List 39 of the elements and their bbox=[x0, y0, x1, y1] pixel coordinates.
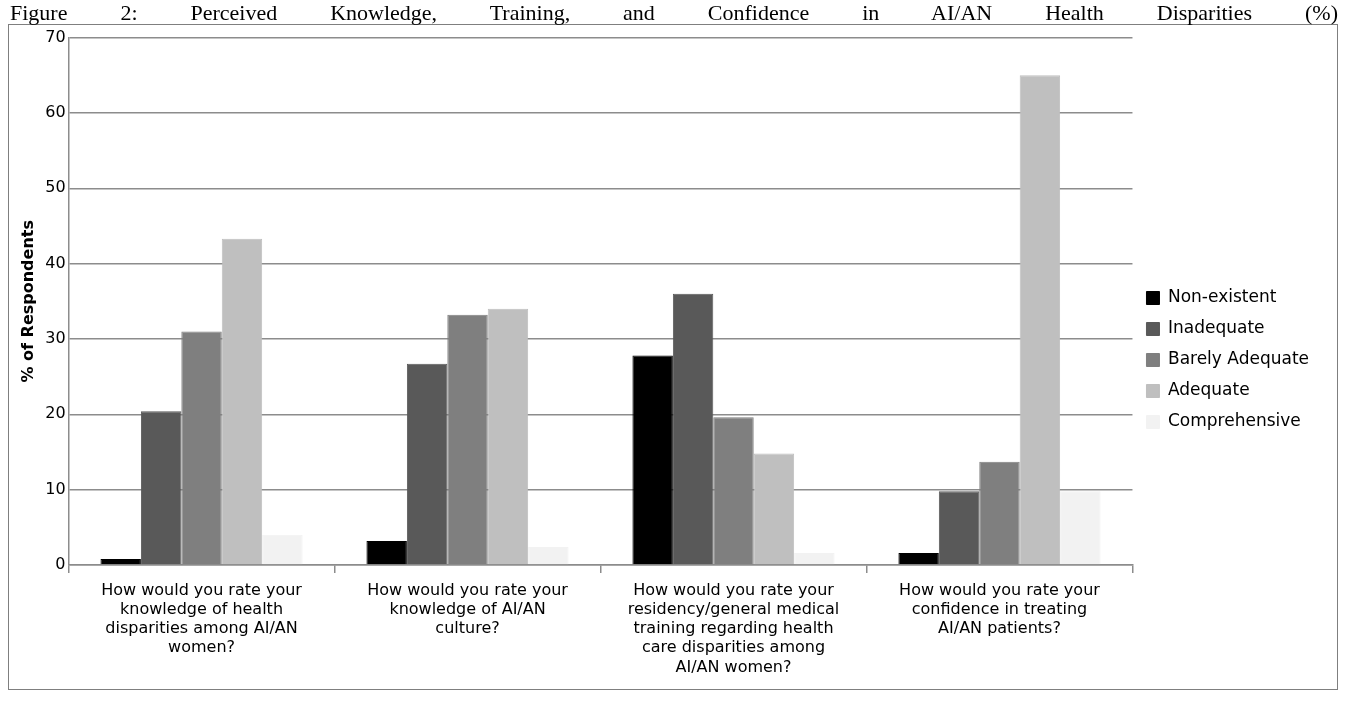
bar bbox=[447, 314, 488, 565]
legend-label: Barely Adequate bbox=[1167, 348, 1309, 369]
bar bbox=[979, 461, 1020, 565]
x-tick-label: How would you rate your residency/general medical training regarding health care disparities among AI/AN women? bbox=[627, 579, 840, 676]
bar bbox=[406, 363, 448, 565]
y-tick-label: 30 bbox=[45, 328, 66, 348]
x-tick-label: How would you rate your knowledge of health disparities among AI/AN women? bbox=[101, 579, 303, 657]
bar bbox=[1019, 75, 1061, 565]
bar bbox=[1060, 491, 1101, 565]
bar bbox=[181, 331, 222, 565]
bar bbox=[753, 453, 795, 565]
chart-title: Figure 2: Perceived Knowledge, Training, and Confidence in AI/AN Health Disparities (%) bbox=[10, 0, 1338, 25]
bar bbox=[221, 238, 263, 565]
bar bbox=[632, 355, 673, 565]
legend-label: Adequate bbox=[1167, 379, 1250, 400]
y-tick-label: 20 bbox=[45, 403, 66, 423]
bar bbox=[140, 411, 182, 565]
y-tick-label: 60 bbox=[45, 102, 66, 122]
bar bbox=[898, 552, 939, 565]
y-tick-label: 10 bbox=[45, 478, 66, 498]
bar bbox=[366, 540, 407, 565]
x-tick-label: How would you rate your confidence in treating AI/AN patients? bbox=[899, 579, 1101, 638]
bar bbox=[938, 491, 980, 565]
bar bbox=[713, 417, 754, 565]
x-tick-label: How would you rate your knowledge of AI/AN culture? bbox=[367, 579, 569, 638]
bar bbox=[672, 293, 714, 565]
bar bbox=[528, 546, 569, 565]
legend-label: Non-existent bbox=[1167, 286, 1277, 307]
bar bbox=[794, 552, 835, 565]
y-tick-label: 70 bbox=[45, 26, 66, 46]
y-tick-label: 0 bbox=[55, 554, 66, 574]
y-axis-title: % of Respondents bbox=[17, 220, 37, 383]
y-tick-label: 50 bbox=[45, 177, 66, 197]
bar bbox=[100, 558, 141, 565]
bar bbox=[262, 534, 303, 565]
y-tick-label: 40 bbox=[45, 252, 66, 272]
legend-label: Comprehensive bbox=[1167, 410, 1301, 431]
bar bbox=[487, 308, 529, 565]
legend-label: Inadequate bbox=[1167, 317, 1265, 338]
